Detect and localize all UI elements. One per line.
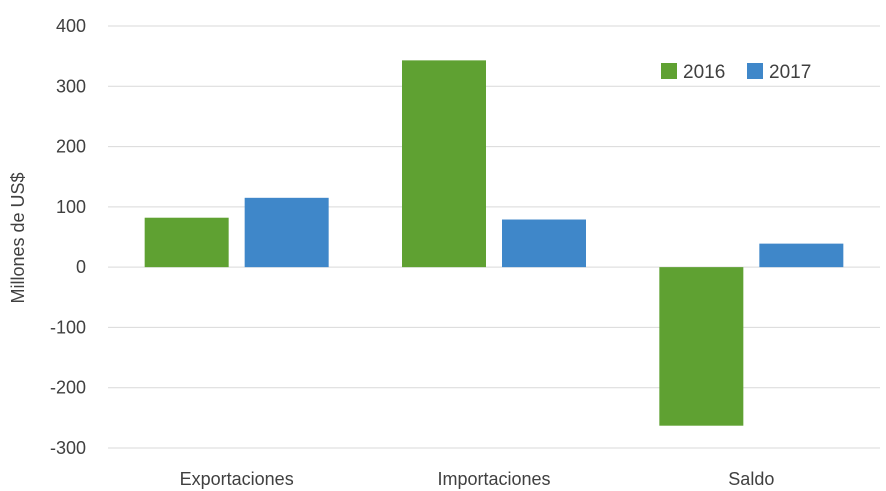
legend-swatch-2017 xyxy=(747,63,763,79)
x-category-label: Exportaciones xyxy=(180,469,294,489)
legend-swatch-2016 xyxy=(661,63,677,79)
legend-label-2017: 2017 xyxy=(769,62,811,83)
bar-2016-saldo xyxy=(659,267,744,426)
bar-2016-exportaciones xyxy=(144,217,229,268)
y-tick-label: -200 xyxy=(50,378,86,398)
x-category-label: Importaciones xyxy=(437,469,550,489)
bar-2017-saldo xyxy=(759,243,844,268)
bar-2016-importaciones xyxy=(402,60,486,268)
y-tick-label: -100 xyxy=(50,317,86,337)
y-tick-label: -300 xyxy=(50,438,86,458)
y-axis-ticks: 400 300 200 100 0 -100 -200 -300 xyxy=(50,16,86,458)
x-axis-categories: Exportaciones Importaciones Saldo xyxy=(180,469,775,489)
bar-2017-exportaciones xyxy=(244,197,329,268)
bars xyxy=(144,60,844,426)
y-tick-label: 400 xyxy=(56,16,86,36)
bar-2017-importaciones xyxy=(502,219,586,268)
y-axis-title: Millones de US$ xyxy=(8,172,28,303)
y-tick-label: 200 xyxy=(56,137,86,157)
y-tick-label: 100 xyxy=(56,197,86,217)
legend: 2016 2017 xyxy=(661,62,811,83)
legend-label-2016: 2016 xyxy=(683,62,725,83)
gridlines xyxy=(108,25,880,449)
y-tick-label: 0 xyxy=(76,257,86,277)
x-category-label: Saldo xyxy=(728,469,774,489)
y-tick-label: 300 xyxy=(56,76,86,96)
